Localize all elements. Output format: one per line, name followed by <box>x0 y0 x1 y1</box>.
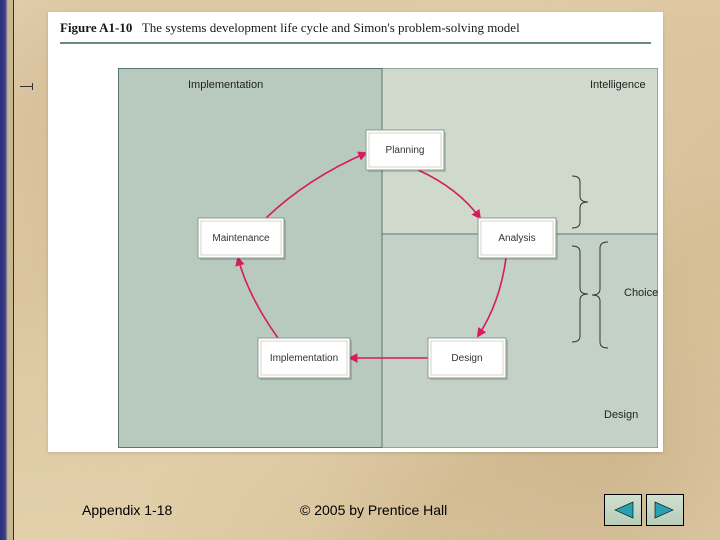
svg-text:Design: Design <box>451 353 482 364</box>
svg-text:Analysis: Analysis <box>498 233 535 244</box>
svg-text:Implementation: Implementation <box>188 79 263 91</box>
title-rule <box>60 42 651 44</box>
prev-slide-button[interactable] <box>604 494 642 526</box>
nav-button-group <box>604 494 684 526</box>
svg-text:Implementation: Implementation <box>270 353 338 364</box>
axis-tick <box>20 86 32 87</box>
next-slide-button[interactable] <box>646 494 684 526</box>
svg-text:Maintenance: Maintenance <box>212 233 270 244</box>
svg-text:Planning: Planning <box>386 145 425 156</box>
svg-text:Intelligence: Intelligence <box>590 79 646 91</box>
figure-caption: The systems development life cycle and S… <box>142 20 520 35</box>
diagram-container: Implementation Intelligence Design Choice Pl… <box>118 68 658 448</box>
copyright-label: © 2005 by Prentice Hall <box>300 502 447 518</box>
sdlc-diagram: Implementation Intelligence Design Choice Pl… <box>118 68 658 448</box>
prev-arrow-icon <box>611 500 635 520</box>
figure-title: Figure A1-10 The systems development lif… <box>48 12 663 40</box>
binding-spine <box>0 0 14 540</box>
svg-text:Design: Design <box>604 409 638 421</box>
svg-text:Choice: Choice <box>624 287 658 299</box>
figure-panel: Figure A1-10 The systems development lif… <box>48 12 663 452</box>
appendix-label: Appendix 1-18 <box>82 502 172 518</box>
figure-label: Figure A1-10 <box>60 20 132 35</box>
next-arrow-icon <box>653 500 677 520</box>
